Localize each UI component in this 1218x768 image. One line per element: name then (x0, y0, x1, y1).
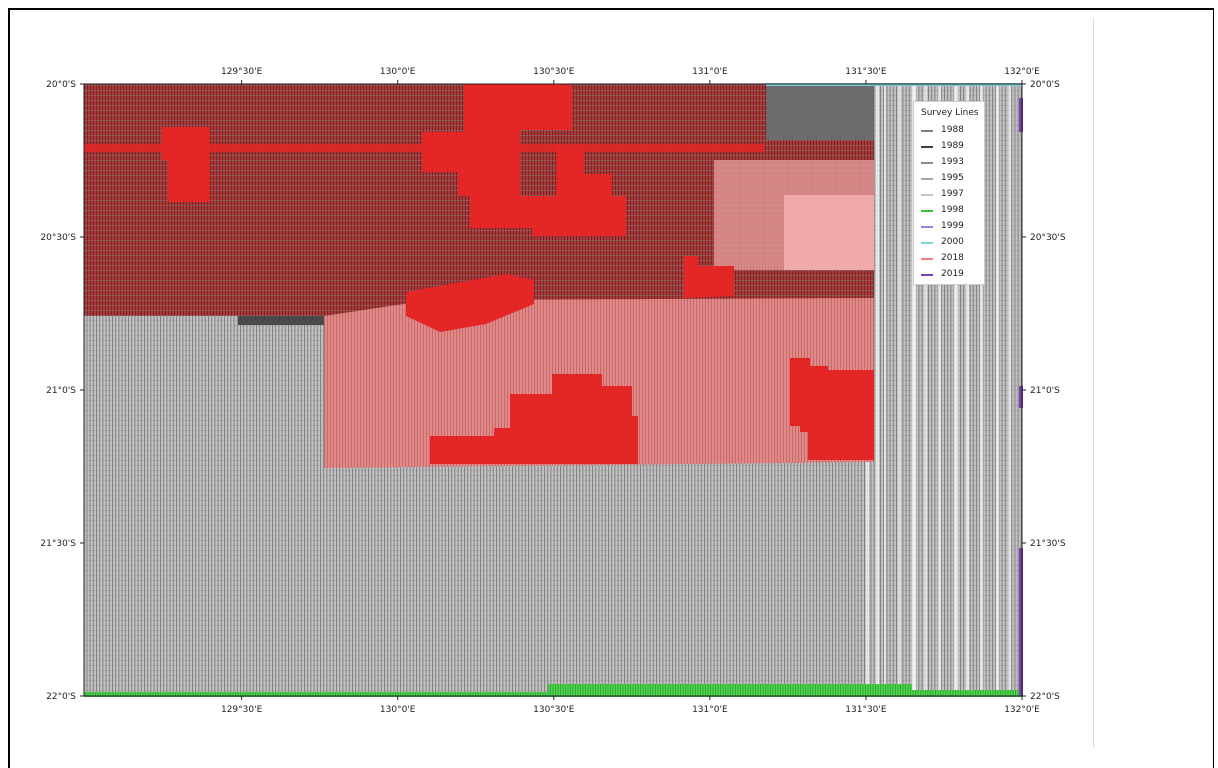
legend-label: 1988 (941, 125, 964, 135)
legend-label: 1989 (941, 141, 964, 151)
legend-entry: 1998 (921, 204, 983, 218)
lon-tick-label-bottom: 132°0'E (1004, 705, 1040, 715)
lon-tick-label-top: 131°30'E (845, 67, 887, 77)
legend-label: 1999 (941, 221, 964, 231)
legend-entry: 2000 (921, 236, 983, 250)
legend: Survey Lines 1988 1989 1993 1995 1997 1998 199… (913, 101, 985, 285)
legend-entry: 1988 (921, 124, 983, 138)
legend-swatch (921, 242, 933, 244)
legend-swatch (921, 146, 933, 148)
legend-entry: 1995 (921, 172, 983, 186)
legend-label: 1995 (941, 173, 964, 183)
legend-entry: 2019 (921, 268, 983, 282)
legend-entry: 2018 (921, 252, 983, 266)
survey-area-2018-pink-ne-2 (784, 195, 874, 270)
latitude-ticks-right: 20°0'S 20°30'S 21°0'S 21°30'S 22°0'S (1022, 80, 1066, 702)
legend-swatch (921, 162, 933, 164)
legend-swatch (921, 178, 933, 180)
lon-tick-label-top: 129°30'E (221, 67, 263, 77)
survey-area-dark-grey-ne (766, 84, 874, 140)
survey-area-1998-green (84, 684, 1022, 697)
legend-label: 1998 (941, 205, 964, 215)
legend-entry: 1999 (921, 220, 983, 234)
lon-tick-label-top: 131°0'E (692, 67, 728, 77)
legend-swatch (921, 210, 933, 212)
survey-area-dark-strip (238, 316, 342, 325)
lat-tick-label-right: 20°0'S (1030, 80, 1060, 90)
lat-tick-label-right: 21°0'S (1030, 386, 1060, 396)
lon-tick-label-bottom: 131°0'E (692, 705, 728, 715)
legend-label: 2019 (941, 269, 964, 279)
legend-title: Survey Lines (921, 108, 979, 118)
lat-tick-label-right: 22°0'S (1030, 692, 1060, 702)
legend-label: 2018 (941, 253, 964, 263)
lat-tick-label-left: 21°0'S (46, 386, 76, 396)
legend-entry: 1989 (921, 140, 983, 154)
legend-label: 1997 (941, 189, 964, 199)
lon-tick-label-bottom: 129°30'E (221, 705, 263, 715)
lon-tick-label-top: 132°0'E (1004, 67, 1040, 77)
latitude-ticks-left: 20°0'S 20°30'S 21°0'S 21°30'S 22°0'S (40, 80, 84, 702)
lon-tick-label-top: 130°30'E (533, 67, 575, 77)
legend-swatch (921, 130, 933, 132)
legend-swatch (921, 258, 933, 260)
lat-tick-label-right: 20°30'S (1030, 233, 1066, 243)
lat-tick-label-left: 21°30'S (40, 539, 76, 549)
lat-tick-label-right: 21°30'S (1030, 539, 1066, 549)
legend-entry: 1997 (921, 188, 983, 202)
legend-label: 2000 (941, 237, 964, 247)
page-divider (1093, 18, 1094, 748)
lat-tick-label-left: 20°0'S (46, 80, 76, 90)
survey-areas-bright-red (84, 84, 874, 464)
legend-swatch (921, 194, 933, 196)
lon-tick-label-bottom: 130°30'E (533, 705, 575, 715)
lon-tick-label-bottom: 131°30'E (845, 705, 887, 715)
longitude-ticks-bottom: 129°30'E 130°0'E 130°30'E 131°0'E 131°30'E 13… (221, 696, 1040, 715)
legend-label: 1993 (941, 157, 964, 167)
longitude-ticks-top: 129°30'E 130°0'E 130°30'E 131°0'E 131°30'E 13… (221, 67, 1040, 84)
figure-frame (8, 8, 1214, 768)
legend-swatch (921, 226, 933, 228)
lat-tick-label-left: 22°0'S (46, 692, 76, 702)
survey-area-2019-purple (1019, 98, 1023, 696)
map-body (84, 83, 1023, 697)
legend-entry: 1993 (921, 156, 983, 170)
lon-tick-label-bottom: 130°0'E (380, 705, 416, 715)
survey-east-light-strips (866, 84, 1011, 696)
legend-swatch (921, 274, 933, 276)
lon-tick-label-top: 130°0'E (380, 67, 416, 77)
lat-tick-label-left: 20°30'S (40, 233, 76, 243)
